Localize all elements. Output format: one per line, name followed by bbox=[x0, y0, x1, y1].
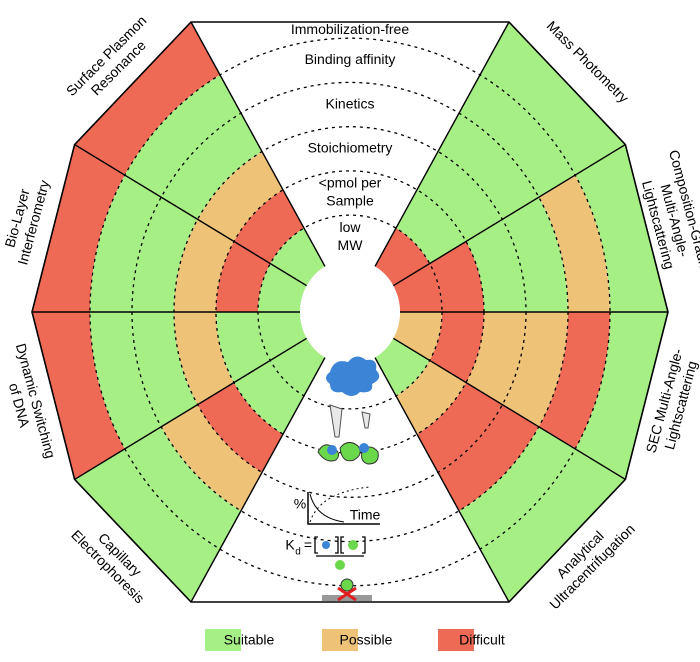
rating-cell bbox=[258, 263, 307, 312]
rating-cell bbox=[538, 312, 610, 449]
sector-line bbox=[74, 143, 308, 287]
sector-line bbox=[190, 357, 326, 603]
legend: Suitable Possible Difficult bbox=[205, 629, 505, 651]
axis-label: Time bbox=[350, 507, 381, 523]
legend-swatch bbox=[205, 629, 241, 651]
criterion-label: Binding affinity bbox=[305, 51, 396, 67]
rating-cell bbox=[480, 22, 626, 176]
rating-cell bbox=[575, 144, 668, 312]
legend-swatch bbox=[438, 629, 474, 651]
graph-curve bbox=[309, 486, 371, 523]
graph-curve bbox=[309, 493, 345, 523]
criterion-label: low bbox=[339, 219, 361, 235]
rating-cell bbox=[174, 219, 234, 312]
legend-swatch bbox=[322, 629, 358, 651]
rating-cell bbox=[466, 219, 526, 312]
rating-cell bbox=[393, 263, 442, 312]
tube-icon bbox=[329, 404, 343, 438]
method-icons: % Time K d = bbox=[285, 356, 381, 602]
legend-label: Suitable bbox=[224, 632, 275, 648]
criterion-label: MW bbox=[338, 237, 364, 253]
criterion-label: Sample bbox=[326, 193, 374, 209]
tube-icon bbox=[361, 411, 371, 429]
sector-line bbox=[74, 337, 308, 481]
rating-cell bbox=[124, 426, 241, 550]
rating-cell bbox=[174, 312, 234, 405]
equals: = bbox=[304, 537, 312, 553]
rating-cell bbox=[438, 404, 539, 511]
outline bbox=[31, 21, 669, 603]
cells bbox=[32, 22, 668, 602]
rating-cell bbox=[396, 189, 466, 264]
rating-cell bbox=[161, 113, 262, 220]
sector-lines bbox=[31, 21, 669, 603]
rating-cell bbox=[429, 312, 484, 383]
sector-line bbox=[392, 337, 626, 481]
rating-cell bbox=[234, 189, 304, 264]
rating-cell bbox=[417, 151, 503, 242]
rating-cell bbox=[74, 22, 220, 176]
criterion-label: Kinetics bbox=[325, 95, 374, 111]
kd-subscript: d bbox=[295, 547, 301, 558]
rating-cell bbox=[575, 312, 668, 480]
surface-icon bbox=[322, 595, 372, 601]
rating-cell bbox=[502, 312, 568, 427]
rating-cell bbox=[417, 382, 503, 473]
rating-cell bbox=[216, 241, 271, 312]
kd-formula bbox=[314, 536, 366, 557]
rating-cell bbox=[393, 312, 442, 361]
kd-symbol: K bbox=[285, 537, 295, 553]
rating-cell bbox=[89, 312, 162, 449]
cross-icon bbox=[337, 586, 357, 602]
complex-icon bbox=[317, 442, 379, 465]
rating-cell bbox=[90, 175, 162, 312]
sector-line bbox=[374, 21, 510, 267]
protein-icon bbox=[326, 356, 380, 396]
criterion-label: Immobilization-free bbox=[291, 21, 409, 37]
graph-axes bbox=[307, 492, 380, 525]
rating-cell bbox=[132, 312, 198, 427]
rating-cell bbox=[74, 448, 220, 602]
axis-label: % bbox=[294, 496, 306, 512]
rating-cell bbox=[480, 448, 626, 602]
rating-cell bbox=[459, 426, 576, 550]
rating-cell bbox=[32, 144, 125, 312]
rating-cell bbox=[538, 175, 610, 312]
center-hole bbox=[300, 259, 400, 365]
rating-cell bbox=[197, 151, 283, 242]
rating-cell bbox=[124, 74, 241, 198]
rating-cell bbox=[396, 360, 466, 435]
rating-cell bbox=[258, 312, 307, 361]
rating-cell bbox=[459, 74, 576, 198]
rating-cell bbox=[429, 241, 484, 312]
legend-label: Possible bbox=[340, 632, 393, 648]
rating-cell bbox=[197, 382, 283, 473]
criterion-label: Stoichiometry bbox=[308, 140, 393, 156]
legend-label: Difficult bbox=[459, 632, 505, 648]
rating-cell bbox=[216, 312, 271, 383]
rating-cell bbox=[161, 404, 262, 511]
sector-line bbox=[374, 357, 510, 603]
sector-line bbox=[190, 21, 326, 267]
criterion-label: <pmol per bbox=[319, 175, 382, 191]
sector-line bbox=[392, 143, 626, 287]
rating-cell bbox=[32, 312, 125, 480]
rating-cell bbox=[438, 113, 539, 220]
rating-cell bbox=[234, 360, 304, 435]
rating-cell bbox=[466, 312, 526, 405]
